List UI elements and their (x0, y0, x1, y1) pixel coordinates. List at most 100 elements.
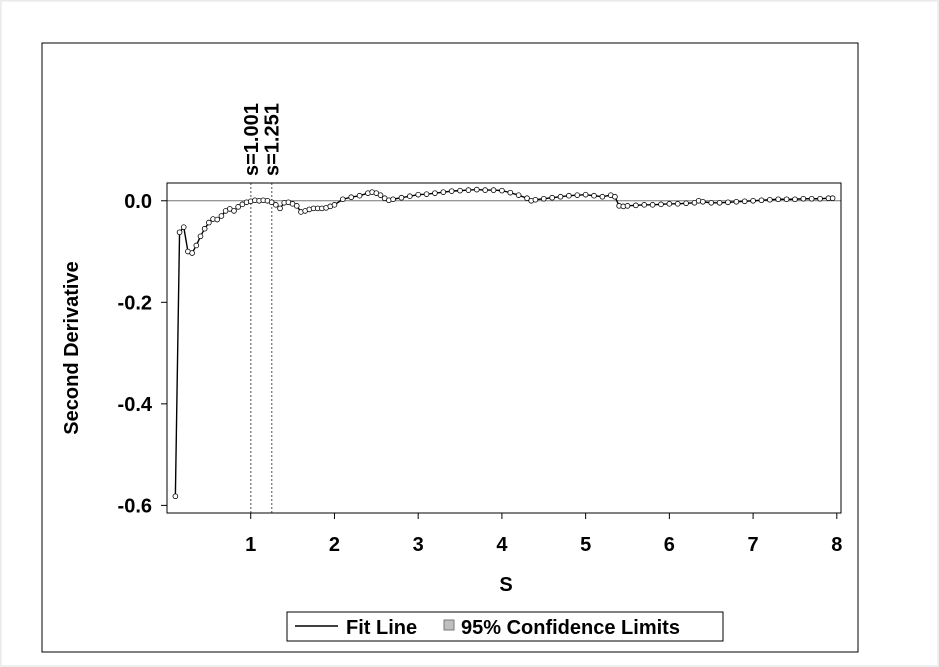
legend-entry-confidence-limits: 95% Confidence Limits (461, 617, 680, 639)
data-point (557, 193, 564, 200)
data-point (574, 192, 581, 198)
data-point (783, 196, 790, 203)
legend-box (286, 611, 724, 642)
data-point (817, 195, 823, 202)
data-point (377, 192, 384, 198)
y-tick-label: -0.4 (118, 394, 153, 416)
data-point (193, 242, 200, 249)
data-point (172, 493, 179, 500)
data-point (465, 187, 472, 193)
data-point (641, 202, 648, 208)
y-tick-label: -0.6 (118, 495, 152, 517)
data-point (733, 198, 740, 205)
data-point (700, 198, 706, 205)
data-point (390, 196, 396, 203)
data-point (218, 213, 225, 219)
data-point (524, 195, 530, 202)
data-point (235, 204, 241, 210)
data-point (666, 201, 673, 207)
x-tick-label: 3 (413, 534, 424, 556)
data-point (683, 200, 689, 207)
data-point (532, 196, 539, 203)
x-tick-label: 4 (496, 534, 508, 556)
plot-area (166, 182, 842, 514)
data-point (515, 192, 522, 198)
data-point (808, 195, 815, 202)
data-point (792, 196, 798, 203)
data-point (356, 192, 363, 199)
legend-entry-fit-line: Fit Line (346, 617, 417, 639)
data-point (490, 187, 497, 193)
y-axis: 0.0 -0.2 -0.4 -0.6 (118, 191, 167, 517)
data-point (197, 233, 204, 240)
data-point (473, 186, 480, 193)
data-point (432, 190, 438, 196)
data-point (398, 194, 405, 201)
data-point (674, 201, 681, 207)
data-point (189, 250, 195, 256)
x-tick-label: 8 (831, 534, 842, 556)
data-point (716, 200, 723, 206)
data-point (415, 191, 421, 198)
series-layer (172, 186, 836, 500)
data-point (176, 229, 183, 236)
data-point (708, 200, 715, 206)
data-point (599, 193, 606, 200)
x-tick-label: 6 (664, 534, 675, 556)
figure-frame (41, 42, 859, 653)
data-point (340, 196, 346, 203)
data-point (741, 198, 748, 205)
data-point (612, 193, 618, 200)
data-point (331, 202, 338, 208)
data-point (201, 225, 208, 232)
data-point (277, 205, 283, 212)
data-point (566, 192, 572, 199)
data-point (423, 191, 430, 197)
data-point (293, 203, 300, 209)
reference-line-label: s=1.001 (241, 103, 263, 176)
data-point (829, 195, 836, 202)
data-point (800, 195, 807, 202)
legend-confidence-swatch (443, 619, 455, 631)
data-point (180, 224, 187, 230)
data-point (549, 194, 555, 201)
data-point (750, 197, 756, 204)
x-tick-label: 2 (329, 534, 340, 556)
x-tick-label: 1 (245, 534, 256, 556)
x-tick-label: 7 (748, 534, 759, 556)
data-point (633, 202, 639, 209)
data-point (448, 188, 455, 194)
legend: Fit Line 95% Confidence Limits (286, 611, 724, 642)
data-point (775, 196, 782, 203)
data-point (758, 197, 765, 204)
y-tick-label: -0.2 (118, 292, 152, 314)
data-point (348, 194, 354, 201)
data-point (206, 219, 212, 226)
data-point (507, 189, 514, 196)
data-point (268, 199, 275, 206)
data-point (658, 201, 664, 208)
data-point (591, 192, 597, 199)
data-point (540, 195, 547, 202)
x-axis-label: S (499, 574, 512, 596)
data-point (725, 199, 731, 206)
data-point (649, 202, 656, 208)
reference-line-label: s=1.251 (262, 103, 284, 176)
data-point (482, 187, 488, 193)
data-point (214, 216, 221, 223)
data-point (499, 187, 505, 194)
x-axis: 1 2 3 4 5 6 7 8 (245, 513, 842, 556)
data-point (231, 208, 237, 214)
y-tick-label: 0.0 (124, 191, 152, 213)
data-point (407, 193, 413, 200)
data-point (273, 202, 279, 208)
data-point (624, 203, 631, 209)
data-point (767, 196, 773, 203)
data-point (582, 191, 589, 198)
x-tick-label: 5 (580, 534, 591, 556)
data-point (440, 189, 447, 195)
data-point (457, 187, 463, 194)
